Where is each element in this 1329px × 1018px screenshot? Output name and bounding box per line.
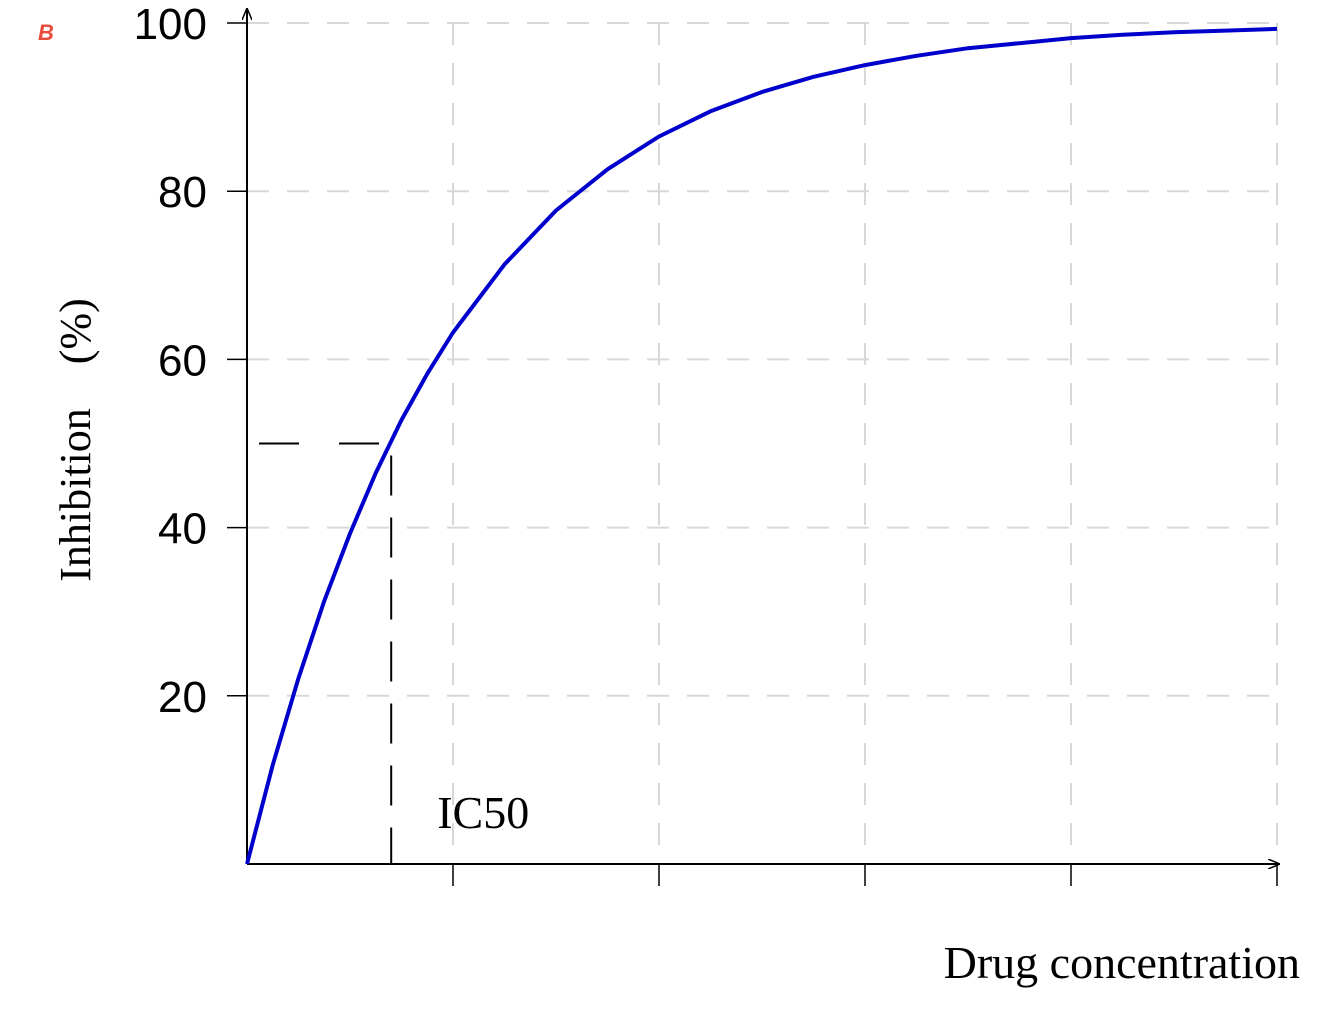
panel-label: B [38, 20, 54, 45]
y-tick-label: 40 [158, 505, 207, 554]
y-tick-label: 20 [158, 673, 207, 722]
ic50-label: IC50 [437, 787, 529, 838]
y-tick-label: 60 [158, 336, 207, 385]
curve [245, 26, 1278, 865]
y-tick-label: 100 [134, 0, 207, 49]
y-axis-label: Inhibition (%) [51, 298, 100, 582]
x-axis-label: Drug concentration [944, 937, 1300, 988]
y-tick-label: 80 [158, 168, 207, 217]
